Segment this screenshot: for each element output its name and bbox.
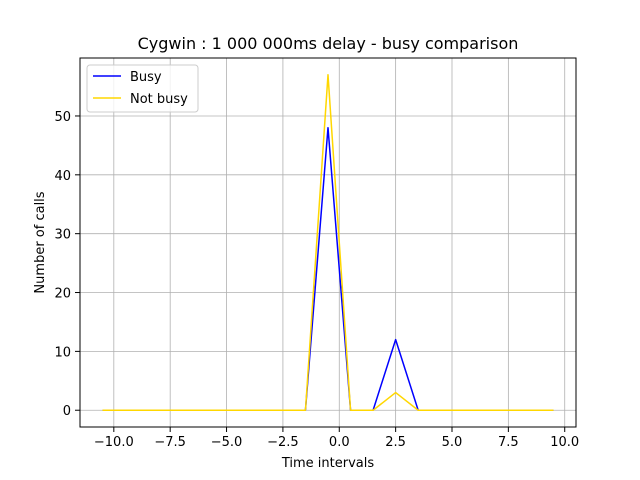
x-tick-label: 2.5 xyxy=(385,435,406,450)
x-tick-label: 0.0 xyxy=(329,435,350,450)
y-axis-ticks: 0 10 20 30 40 50 xyxy=(54,110,80,419)
legend-label: Busy xyxy=(130,70,162,85)
legend: Busy Not busy xyxy=(86,64,199,113)
y-tick-label: 0 xyxy=(63,404,71,419)
x-tick-label: 5.0 xyxy=(442,435,463,450)
x-tick-label: 7.5 xyxy=(498,435,519,450)
y-tick-label: 40 xyxy=(54,169,71,184)
chart-title: Cygwin : 1 000 000ms delay - busy compar… xyxy=(138,34,519,53)
y-tick-label: 10 xyxy=(54,345,71,360)
x-tick-label: −10.0 xyxy=(94,435,134,450)
plot-frame xyxy=(79,57,577,428)
plot-area xyxy=(80,58,576,427)
y-axis-label: Number of calls xyxy=(33,191,48,293)
y-tick-label: 50 xyxy=(54,110,71,125)
y-tick-label: 20 xyxy=(54,287,71,302)
x-tick-label: −2.5 xyxy=(267,435,299,450)
series-lines xyxy=(102,74,554,411)
x-tick-label: −5.0 xyxy=(211,435,243,450)
y-tick-label: 30 xyxy=(54,228,71,243)
x-tick-label: 10.0 xyxy=(550,435,579,450)
x-axis-label: Time intervals xyxy=(281,456,375,471)
x-axis-ticks: −10.0 −7.5 −5.0 −2.5 0.0 2.5 5.0 7.5 10.0 xyxy=(94,427,579,450)
series-line-not-busy xyxy=(102,74,554,411)
x-tick-label: −7.5 xyxy=(154,435,186,450)
legend-label: Not busy xyxy=(130,92,188,107)
